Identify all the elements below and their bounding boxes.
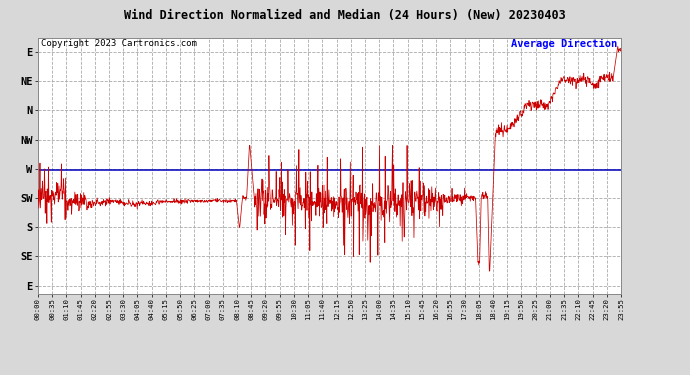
- Text: Average Direction: Average Direction: [511, 39, 618, 50]
- Text: Wind Direction Normalized and Median (24 Hours) (New) 20230403: Wind Direction Normalized and Median (24…: [124, 9, 566, 22]
- Text: Copyright 2023 Cartronics.com: Copyright 2023 Cartronics.com: [41, 39, 197, 48]
